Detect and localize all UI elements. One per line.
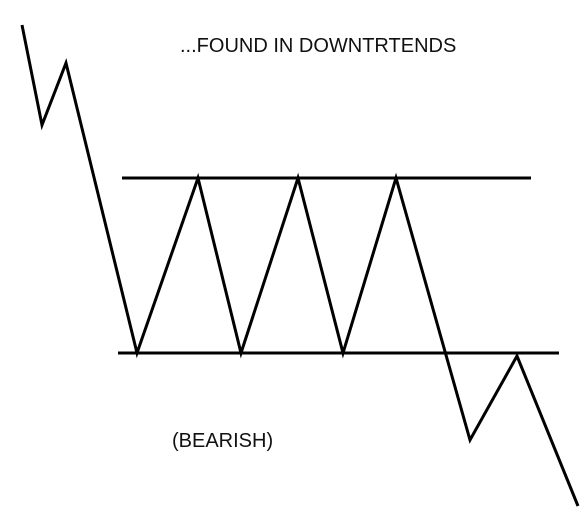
pattern-context-label: ...FOUND IN DOWNTRTENDS [180, 35, 457, 57]
price-path [20, 24, 580, 507]
bearish-label: (BEARISH) [172, 430, 274, 452]
